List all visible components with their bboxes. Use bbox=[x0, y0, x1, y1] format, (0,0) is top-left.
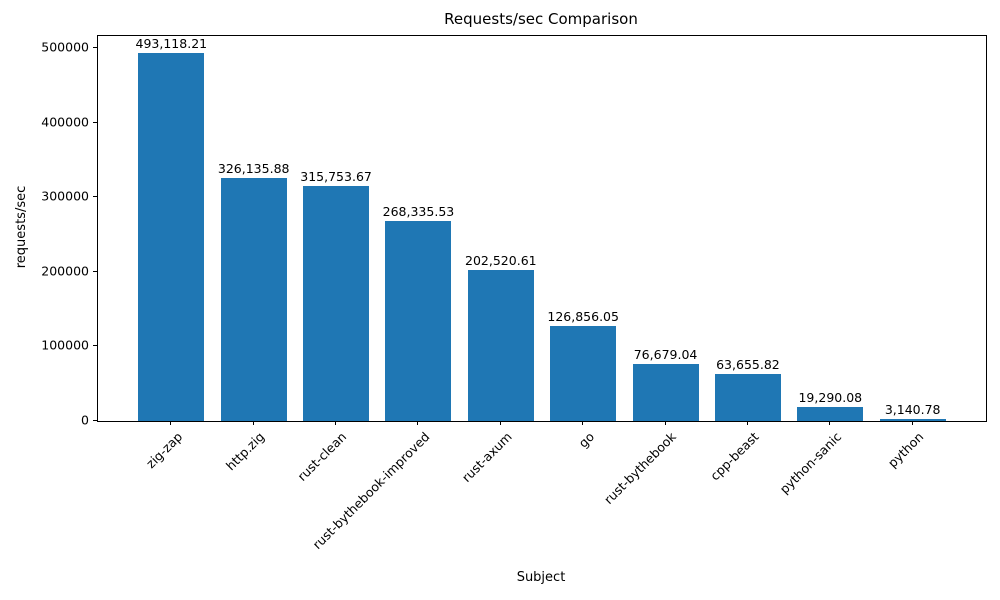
x-tick-label-http.zig: http.zig bbox=[223, 429, 268, 474]
x-tick-mark bbox=[499, 421, 501, 425]
bar-value-label-rust-bythebook-improved: 268,335.53 bbox=[382, 203, 455, 219]
y-tick-mark bbox=[93, 345, 97, 347]
x-tick-mark bbox=[829, 421, 831, 425]
bar-cpp-beast bbox=[714, 373, 781, 421]
x-tick-label-go: go bbox=[575, 429, 597, 451]
x-tick-label-cpp-beast: cpp-beast bbox=[707, 429, 762, 484]
bar-value-label-python-sanic: 19,290.08 bbox=[798, 389, 863, 405]
bar-value-label-go: 126,856.05 bbox=[547, 309, 619, 325]
x-tick-mark bbox=[582, 421, 584, 425]
bar-rust-bythebook-improved bbox=[385, 220, 452, 421]
bar-rust-axum bbox=[467, 269, 534, 421]
bar-go bbox=[550, 326, 617, 421]
y-axis-label: requests/sec bbox=[14, 145, 29, 269]
x-tick-mark bbox=[746, 421, 748, 425]
y-tick-mark bbox=[93, 47, 97, 49]
chart-title: Requests/sec Comparison bbox=[444, 10, 638, 28]
y-tick-label-400000: 400000 bbox=[41, 114, 89, 130]
bar-value-label-cpp-beast: 63,655.82 bbox=[716, 356, 780, 372]
plot-area: 493,118.21 326,135.88 315,753.67 268,335.53… bbox=[97, 35, 987, 422]
bar-zig-zap bbox=[138, 53, 205, 421]
bar-python bbox=[879, 418, 946, 421]
y-tick-label-100000: 100000 bbox=[41, 337, 89, 353]
x-tick-label-zig-zap: zig-zap bbox=[142, 429, 185, 472]
x-tick-label-rust-axum: rust-axum bbox=[458, 429, 515, 485]
bar-http.zig bbox=[220, 177, 287, 421]
x-tick-mark bbox=[170, 421, 172, 425]
x-tick-mark bbox=[417, 421, 419, 425]
bar-value-label-python: 3,140.78 bbox=[884, 401, 941, 417]
bar-value-label-zig-zap: 493,118.21 bbox=[135, 36, 208, 52]
x-tick-mark bbox=[335, 421, 337, 425]
y-tick-mark bbox=[93, 270, 97, 272]
y-tick-mark bbox=[93, 196, 97, 198]
x-tick-mark bbox=[664, 421, 666, 425]
bar-value-label-http.zig: 326,135.88 bbox=[217, 160, 290, 176]
x-tick-label-python: python bbox=[884, 429, 927, 471]
x-tick-mark bbox=[252, 421, 254, 425]
bar-rust-bythebook bbox=[632, 363, 699, 421]
y-tick-label-200000: 200000 bbox=[41, 263, 89, 279]
y-tick-mark bbox=[93, 121, 97, 123]
y-tick-mark bbox=[93, 420, 97, 421]
bar-value-label-rust-axum: 202,520.61 bbox=[465, 252, 537, 268]
y-tick-label-0: 0 bbox=[81, 412, 89, 428]
x-tick-label-python-sanic: python-sanic bbox=[776, 429, 844, 497]
bar-python-sanic bbox=[797, 406, 864, 421]
y-tick-label-500000: 500000 bbox=[41, 39, 89, 55]
x-axis-label: Subject bbox=[516, 570, 566, 585]
y-tick-label-300000: 300000 bbox=[41, 188, 89, 204]
bar-rust-clean bbox=[303, 185, 369, 421]
bar-value-label-rust-clean: 315,753.67 bbox=[300, 168, 372, 184]
bar-value-label-rust-bythebook: 76,679.04 bbox=[633, 346, 698, 362]
x-tick-mark bbox=[911, 421, 913, 425]
x-tick-label-rust-bythebook: rust-bythebook bbox=[601, 429, 680, 508]
x-tick-label-rust-clean: rust-clean bbox=[294, 429, 350, 484]
